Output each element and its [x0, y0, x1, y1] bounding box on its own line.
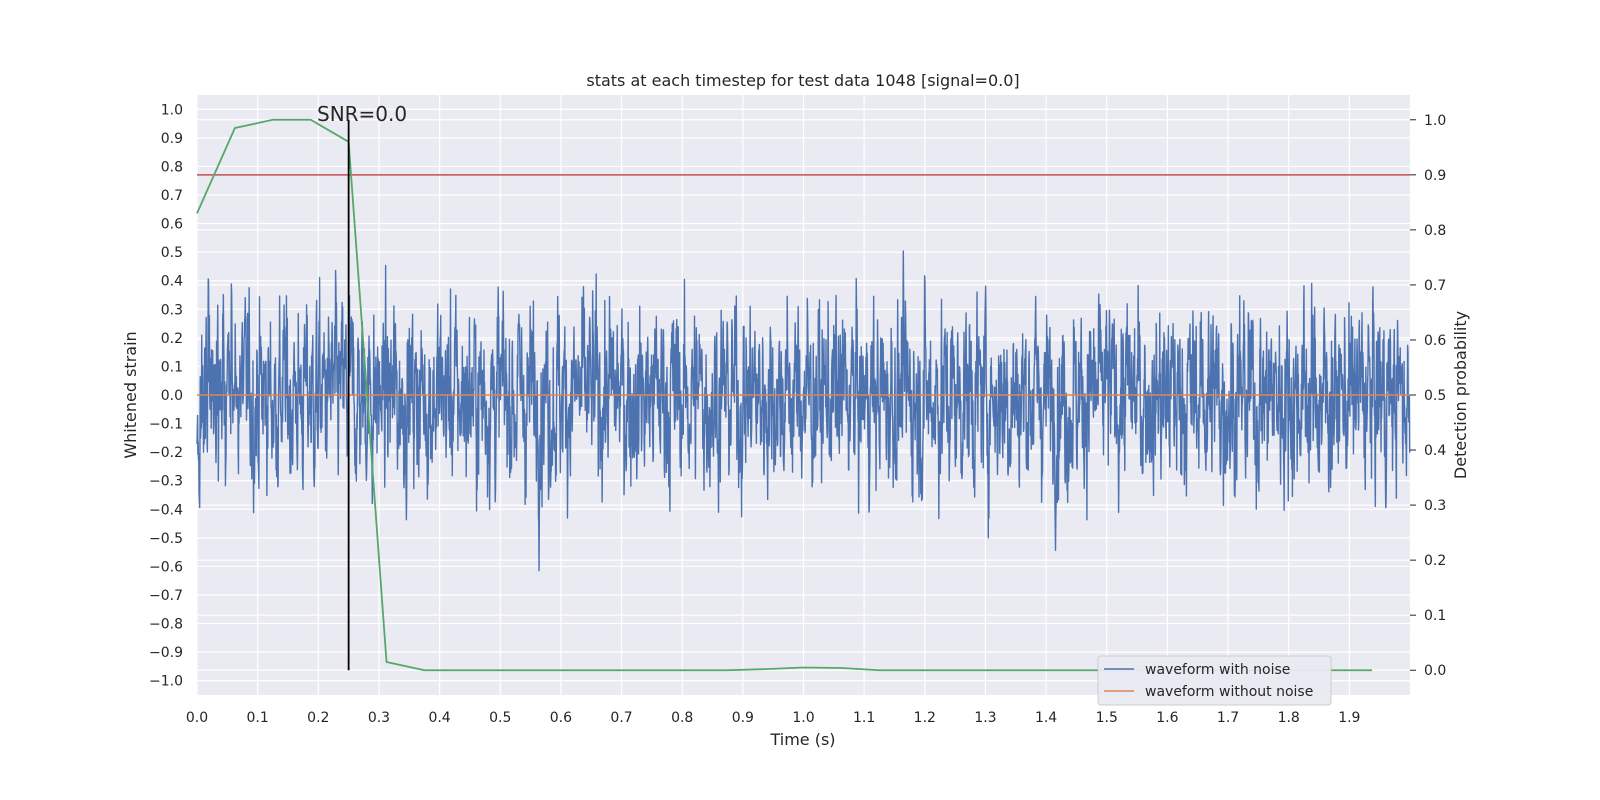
x-tick-label: 1.6: [1156, 710, 1178, 726]
y-tick-label: −0.7: [149, 588, 183, 604]
x-tick-label: 0.2: [307, 710, 329, 726]
y-tick-label: −0.5: [149, 531, 183, 547]
x-tick-label: 1.5: [1096, 710, 1118, 726]
y-axis-title: Whitened strain: [121, 331, 140, 458]
y-tick-label: −0.3: [149, 474, 183, 490]
y2-tick-label: 0.2: [1424, 553, 1446, 569]
x-tick-label: 1.4: [1035, 710, 1057, 726]
x-tick-label: 0.4: [428, 710, 450, 726]
y2-tick-label: 0.5: [1424, 388, 1446, 404]
chart-title: stats at each timestep for test data 104…: [586, 71, 1019, 90]
legend-label-noise: waveform with noise: [1145, 662, 1290, 678]
y-tick-label: 0.3: [161, 302, 183, 318]
y-tick-label: −0.4: [149, 502, 183, 518]
x-tick-label: 1.3: [974, 710, 996, 726]
x-tick-label: 1.7: [1217, 710, 1239, 726]
x-tick-label: 0.8: [671, 710, 693, 726]
y-tick-label: 0.9: [161, 131, 183, 147]
x-tick-label: 0.0: [186, 710, 208, 726]
y2-tick-label: 0.3: [1424, 498, 1446, 514]
y2-tick-label: 0.9: [1424, 168, 1446, 184]
series-waveform-with-noise: [196, 250, 1411, 572]
y-tick-label: −0.6: [149, 559, 183, 575]
snr-annotation: SNR=0.0: [317, 102, 407, 126]
ticks-layer: 0.0 0.1 0.2 0.3 0.4 0.5 0.6 0.7 0.8 0.9 1.0 1.1 1.2 1…: [149, 102, 1446, 726]
y2-tick-label: 0.7: [1424, 278, 1446, 294]
y-tick-label: 0.4: [161, 274, 183, 290]
y-tick-label: 0.6: [161, 217, 183, 233]
y-tick-label: −0.1: [149, 417, 183, 433]
y-tick-label: 0.7: [161, 188, 183, 204]
x-tick-label: 1.9: [1338, 710, 1360, 726]
x-axis-title: Time (s): [769, 730, 835, 749]
legend: waveform with noise waveform without noi…: [1097, 655, 1332, 706]
x-tick-label: 1.0: [792, 710, 814, 726]
y-tick-label: 0.8: [161, 159, 183, 175]
y2-tick-label: 0.8: [1424, 223, 1446, 239]
y-tick-label: −0.2: [149, 445, 183, 461]
y2-tick-label: 1.0: [1424, 113, 1446, 129]
y-tick-label: −0.9: [149, 645, 183, 661]
x-tick-label: 0.7: [610, 710, 632, 726]
y2-tick-label: 0.4: [1424, 443, 1446, 459]
y-tick-label: 0.2: [161, 331, 183, 347]
y2-tick-label: 0.6: [1424, 333, 1446, 349]
y-tick-label: 0.0: [161, 388, 183, 404]
y2-tick-label: 0.0: [1424, 663, 1446, 679]
x-tick-label: 0.6: [550, 710, 572, 726]
x-tick-label: 1.1: [853, 710, 875, 726]
x-tick-label: 1.8: [1278, 710, 1300, 726]
x-tick-label: 0.5: [489, 710, 511, 726]
y-tick-label: −1.0: [149, 674, 183, 690]
y2-axis-title: Detection probability: [1451, 311, 1470, 479]
legend-box: [1097, 655, 1332, 706]
y2-tick-label: 0.1: [1424, 608, 1446, 624]
x-tick-label: 0.9: [732, 710, 754, 726]
y-tick-label: 0.1: [161, 359, 183, 375]
y-tick-label: 1.0: [161, 102, 183, 118]
y-tick-label: −0.8: [149, 617, 183, 633]
x-tick-label: 1.2: [914, 710, 936, 726]
x-tick-label: 0.1: [247, 710, 269, 726]
y-tick-label: 0.5: [161, 245, 183, 261]
legend-label-clean: waveform without noise: [1145, 684, 1313, 700]
x-tick-label: 0.3: [368, 710, 390, 726]
